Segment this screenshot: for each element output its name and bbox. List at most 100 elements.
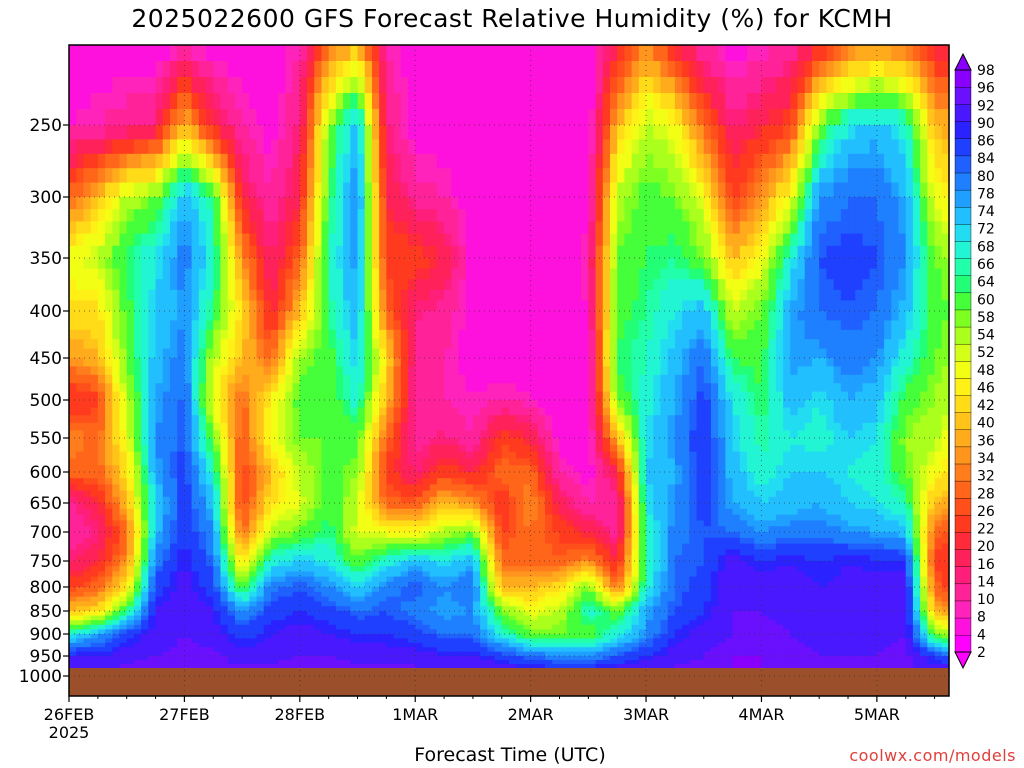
heatmap-cell — [155, 374, 164, 384]
heatmap-cell — [119, 279, 128, 291]
heatmap-cell — [379, 647, 387, 653]
heatmap-cell — [234, 638, 243, 644]
heatmap-cell — [422, 478, 431, 485]
heatmap-cell — [249, 634, 258, 639]
heatmap-cell — [105, 634, 113, 639]
heatmap-cell — [379, 400, 387, 409]
heatmap-cell — [270, 478, 279, 485]
heatmap-cell — [162, 444, 171, 453]
heatmap-cell — [278, 520, 286, 527]
heatmap-cell — [465, 478, 474, 485]
heatmap-cell — [379, 366, 387, 376]
heatmap-cell — [263, 561, 272, 567]
heatmap-cell — [487, 358, 496, 367]
heatmap-cell — [213, 478, 222, 485]
heatmap-cell — [307, 438, 315, 446]
heatmap-cell — [509, 182, 517, 198]
heatmap-cell — [227, 197, 236, 210]
heatmap-cell — [270, 514, 279, 521]
heatmap-cell — [328, 596, 337, 602]
heatmap-cell — [249, 125, 258, 140]
heatmap-cell — [126, 348, 135, 359]
heatmap-cell — [76, 642, 85, 648]
heatmap-cell — [408, 383, 416, 393]
heatmap-cell — [393, 311, 402, 321]
heatmap-cell — [133, 601, 142, 607]
heatmap-cell — [371, 596, 380, 602]
heatmap-cell — [429, 472, 438, 479]
heatmap-cell — [90, 444, 99, 453]
heatmap-cell — [249, 415, 258, 424]
heatmap-cell — [227, 383, 236, 393]
heatmap-cell — [335, 543, 344, 550]
heatmap-cell — [480, 508, 488, 516]
heatmap-cell — [335, 596, 344, 602]
heatmap-cell — [335, 233, 344, 247]
heatmap-cell — [321, 587, 330, 593]
heatmap-cell — [379, 484, 387, 492]
heatmap-cell — [299, 532, 308, 539]
heatmap-cell — [97, 549, 106, 556]
heatmap-cell — [242, 422, 250, 431]
heatmap-cell — [155, 508, 164, 516]
heatmap-cell — [393, 508, 402, 516]
heatmap-cell — [155, 591, 164, 598]
heatmap-cell — [328, 320, 337, 331]
heatmap-cell — [148, 576, 157, 583]
heatmap-cell — [119, 233, 128, 247]
heatmap-cell — [112, 197, 121, 210]
heatmap-cell — [379, 465, 387, 473]
heatmap-cell — [480, 642, 488, 648]
heatmap-cell — [429, 458, 438, 466]
heatmap-cell — [408, 233, 416, 247]
heatmap-cell — [148, 634, 157, 639]
heatmap-cell — [141, 496, 149, 504]
heatmap-cell — [227, 93, 236, 110]
heatmap-cell — [501, 329, 510, 340]
heatmap-cell — [292, 209, 301, 222]
heatmap-cell — [278, 615, 286, 621]
heatmap-cell — [400, 596, 409, 602]
heatmap-cell — [480, 407, 488, 416]
heatmap-cell — [148, 451, 157, 459]
heatmap-cell — [133, 634, 142, 639]
heatmap-cell — [256, 537, 265, 545]
heatmap-cell — [429, 77, 438, 94]
heatmap-cell — [184, 61, 193, 78]
heatmap-cell — [350, 245, 359, 259]
heatmap-cell — [83, 391, 92, 401]
heatmap-cell — [299, 606, 308, 612]
heatmap-cell — [458, 339, 467, 350]
heatmap-cell — [263, 503, 272, 510]
heatmap-cell — [357, 209, 366, 222]
heatmap-cell — [494, 638, 503, 644]
heatmap-cell — [415, 422, 424, 431]
heatmap-cell — [220, 537, 229, 545]
heatmap-cell — [119, 503, 128, 510]
heatmap-cell — [328, 601, 337, 607]
heatmap-cell — [422, 383, 431, 393]
heatmap-cell — [242, 93, 250, 110]
heatmap-cell — [307, 444, 315, 453]
heatmap-cell — [242, 77, 250, 94]
heatmap-cell — [494, 543, 503, 550]
heatmap-cell — [299, 233, 308, 247]
heatmap-cell — [400, 339, 409, 350]
heatmap-cell — [285, 233, 294, 247]
heatmap-cell — [422, 615, 431, 621]
heatmap-cell — [444, 576, 452, 583]
heatmap-cell — [494, 555, 503, 562]
heatmap-cell — [307, 109, 315, 126]
heatmap-cell — [436, 245, 445, 259]
heatmap-cell — [429, 561, 438, 567]
heatmap-cell — [169, 566, 178, 572]
heatmap-cell — [213, 289, 222, 301]
heatmap-cell — [133, 490, 142, 498]
heatmap-cell — [314, 651, 323, 657]
heatmap-cell — [393, 576, 402, 583]
heatmap-cell — [278, 300, 286, 312]
heatmap-cell — [198, 620, 207, 626]
heatmap-cell — [386, 611, 395, 617]
heatmap-cell — [213, 472, 222, 479]
heatmap-cell — [206, 209, 214, 222]
